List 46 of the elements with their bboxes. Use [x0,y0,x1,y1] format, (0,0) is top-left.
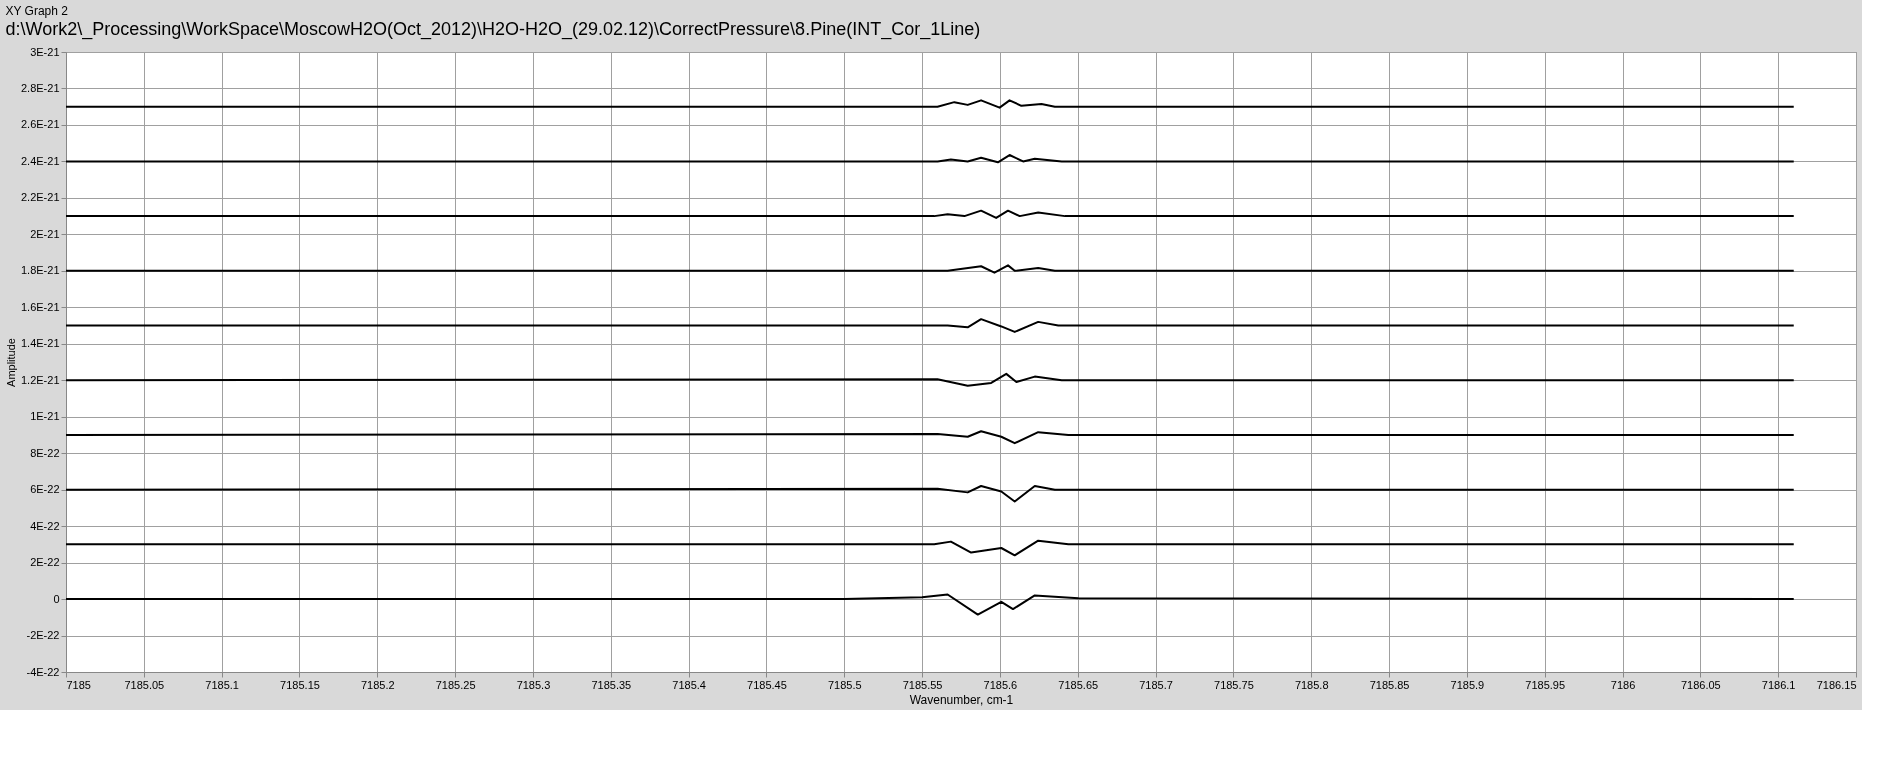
x-tick-label: 7185.35 [591,678,632,691]
chart-subtitle: d:\Work2\_Processing\WorkSpace\MoscowH2O(Oct_2012)\H2O-H2O_(29.02.12)\CorrectPressure\8.Pine(INT_Cor_1Line) [5,19,981,40]
x-tick-label: 7185.3 [516,678,551,691]
y-tick-label: 2.4E-21 [20,154,60,167]
y-tick-label: -2E-22 [26,629,60,642]
x-tick-label: 7185.85 [1369,678,1410,691]
x-tick-label: 7185.65 [1058,678,1099,691]
x-tick-label: 7185 [66,678,91,691]
y-tick-label: 1.6E-21 [20,300,60,313]
y-tick-label: 6E-22 [30,483,60,496]
y-tick-label: 3E-21 [30,45,60,58]
y-tick-label: 1.4E-21 [20,337,60,350]
x-tick-label: 7185.1 [205,678,239,691]
y-tick-label: 1E-21 [30,410,60,423]
x-tick-label: 7185.05 [124,678,165,691]
x-tick-label: 7185.15 [280,678,320,691]
x-tick-label: 7185.4 [672,678,706,691]
y-tick-label: 0 [53,592,60,605]
y-tick-label: 2.6E-21 [20,118,60,131]
x-tick-label: 7185.5 [827,678,862,691]
x-tick-label: 7186.15 [1816,678,1857,691]
y-axis-title: Amplitude [4,338,17,387]
y-tick-label: 4E-22 [30,519,60,532]
x-tick-label: 7185.75 [1214,678,1254,691]
y-tick-label: 2E-22 [30,556,60,569]
y-tick-label: 2.8E-21 [20,81,60,94]
x-tick-label: 7185.2 [360,678,395,691]
x-axis-title: Wavenumber, cm-1 [909,692,1014,707]
x-tick-label: 7185.6 [983,678,1018,691]
x-tick-label: 7185.8 [1294,678,1329,691]
x-tick-label: 7185.55 [902,678,943,691]
y-tick-label: 2E-21 [30,227,60,240]
y-tick-label: 1.2E-21 [20,373,60,386]
y-tick-label: 1.8E-21 [20,264,60,277]
chart-title: XY Graph 2 [5,4,69,18]
y-tick-label: 8E-22 [30,446,60,459]
x-tick-label: 7185.25 [435,678,476,691]
y-tick-label: -4E-22 [26,665,60,678]
x-tick-label: 7185.9 [1450,678,1485,691]
y-tick-label: 2.2E-21 [20,191,60,204]
x-tick-label: 7185.95 [1525,678,1566,691]
x-tick-label: 7185.45 [747,678,787,691]
x-tick-label: 7186.05 [1680,678,1721,691]
x-tick-label: 7186 [1610,678,1636,691]
x-tick-label: 7186.1 [1761,678,1796,691]
x-tick-label: 7185.7 [1139,678,1173,691]
